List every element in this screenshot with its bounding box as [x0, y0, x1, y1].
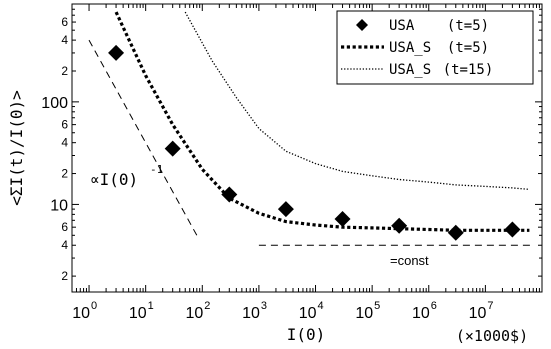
diamond-marker [221, 186, 238, 203]
diamond-marker [504, 221, 521, 238]
legend-series-name: USA_S [389, 40, 431, 56]
x-tick-label: 10 [185, 305, 203, 322]
series-line-2 [114, 11, 530, 232]
x-axis-ticks: 10 0 10 1 10 2 10 3 10 4 10 5 10 6 10 7 [72, 4, 540, 322]
legend-series-name: USA [389, 18, 415, 34]
y-tick-label: 2 [61, 167, 68, 181]
y-tick-label: 4 [61, 33, 68, 47]
x-tick-label: 10 [299, 305, 317, 322]
y-tick-label: 2 [61, 269, 68, 283]
data-markers [108, 44, 521, 241]
x-tick-exponent: 4 [318, 300, 324, 312]
x-tick-exponent: 7 [487, 300, 493, 312]
diamond-marker [391, 217, 408, 234]
x-tick-label: 10 [469, 305, 487, 322]
y-tick-label: 4 [61, 238, 68, 252]
x-axis-unit: (×1000$) [456, 327, 528, 345]
x-tick-exponent: 2 [204, 300, 210, 312]
y-tick-label: 10 [50, 197, 68, 214]
legend-diamond-icon [356, 19, 368, 31]
x-tick-label: 10 [355, 305, 373, 322]
legend-series-param: (t=5) [447, 40, 489, 56]
series-lines [114, 11, 530, 232]
x-tick-exponent: 5 [374, 300, 380, 312]
proportional-label: ∝I(0) [90, 170, 138, 189]
diamond-marker [277, 201, 294, 218]
x-tick-label: 10 [242, 305, 260, 322]
y-tick-label: 100 [41, 95, 68, 112]
x-tick-exponent: 6 [431, 300, 437, 312]
y-axis-ticks: 2 4 6 10 2 4 6 100 2 4 6 [41, 8, 542, 283]
const-label: =const [390, 253, 429, 268]
series-line-3 [184, 11, 530, 191]
x-tick-label: 10 [129, 305, 147, 322]
legend-series-param: (t=5) [447, 18, 489, 34]
diamond-marker [334, 211, 351, 228]
x-tick-label: 10 [72, 305, 90, 322]
y-tick-label: 2 [61, 64, 68, 78]
annotations: ∝I(0) -1 =const [90, 163, 429, 268]
legend-series-name: USA_S [389, 62, 431, 78]
diamond-marker [108, 44, 125, 61]
legend: USA (t=5) USA_S (t=5) USA_S (t=15) [336, 10, 534, 85]
diamond-marker [447, 224, 464, 241]
x-tick-label: 10 [412, 305, 430, 322]
reference-lines [88, 39, 534, 246]
legend-series-param: (t=15) [443, 62, 494, 78]
diamond-marker [164, 140, 181, 157]
y-tick-label: 6 [61, 15, 68, 29]
y-tick-label: 6 [61, 118, 68, 132]
y-tick-label: 6 [61, 220, 68, 234]
reference-line-1 [88, 39, 198, 236]
proportional-exponent: -1 [150, 163, 163, 176]
x-tick-exponent: 1 [148, 300, 154, 312]
y-axis-label: <ΣI(t)/I(0)> [7, 90, 26, 206]
x-tick-exponent: 0 [91, 300, 97, 312]
legend-box [336, 10, 534, 85]
y-tick-label: 4 [61, 136, 68, 150]
x-tick-exponent: 3 [261, 300, 267, 312]
x-axis-label: I(0) [287, 325, 326, 344]
